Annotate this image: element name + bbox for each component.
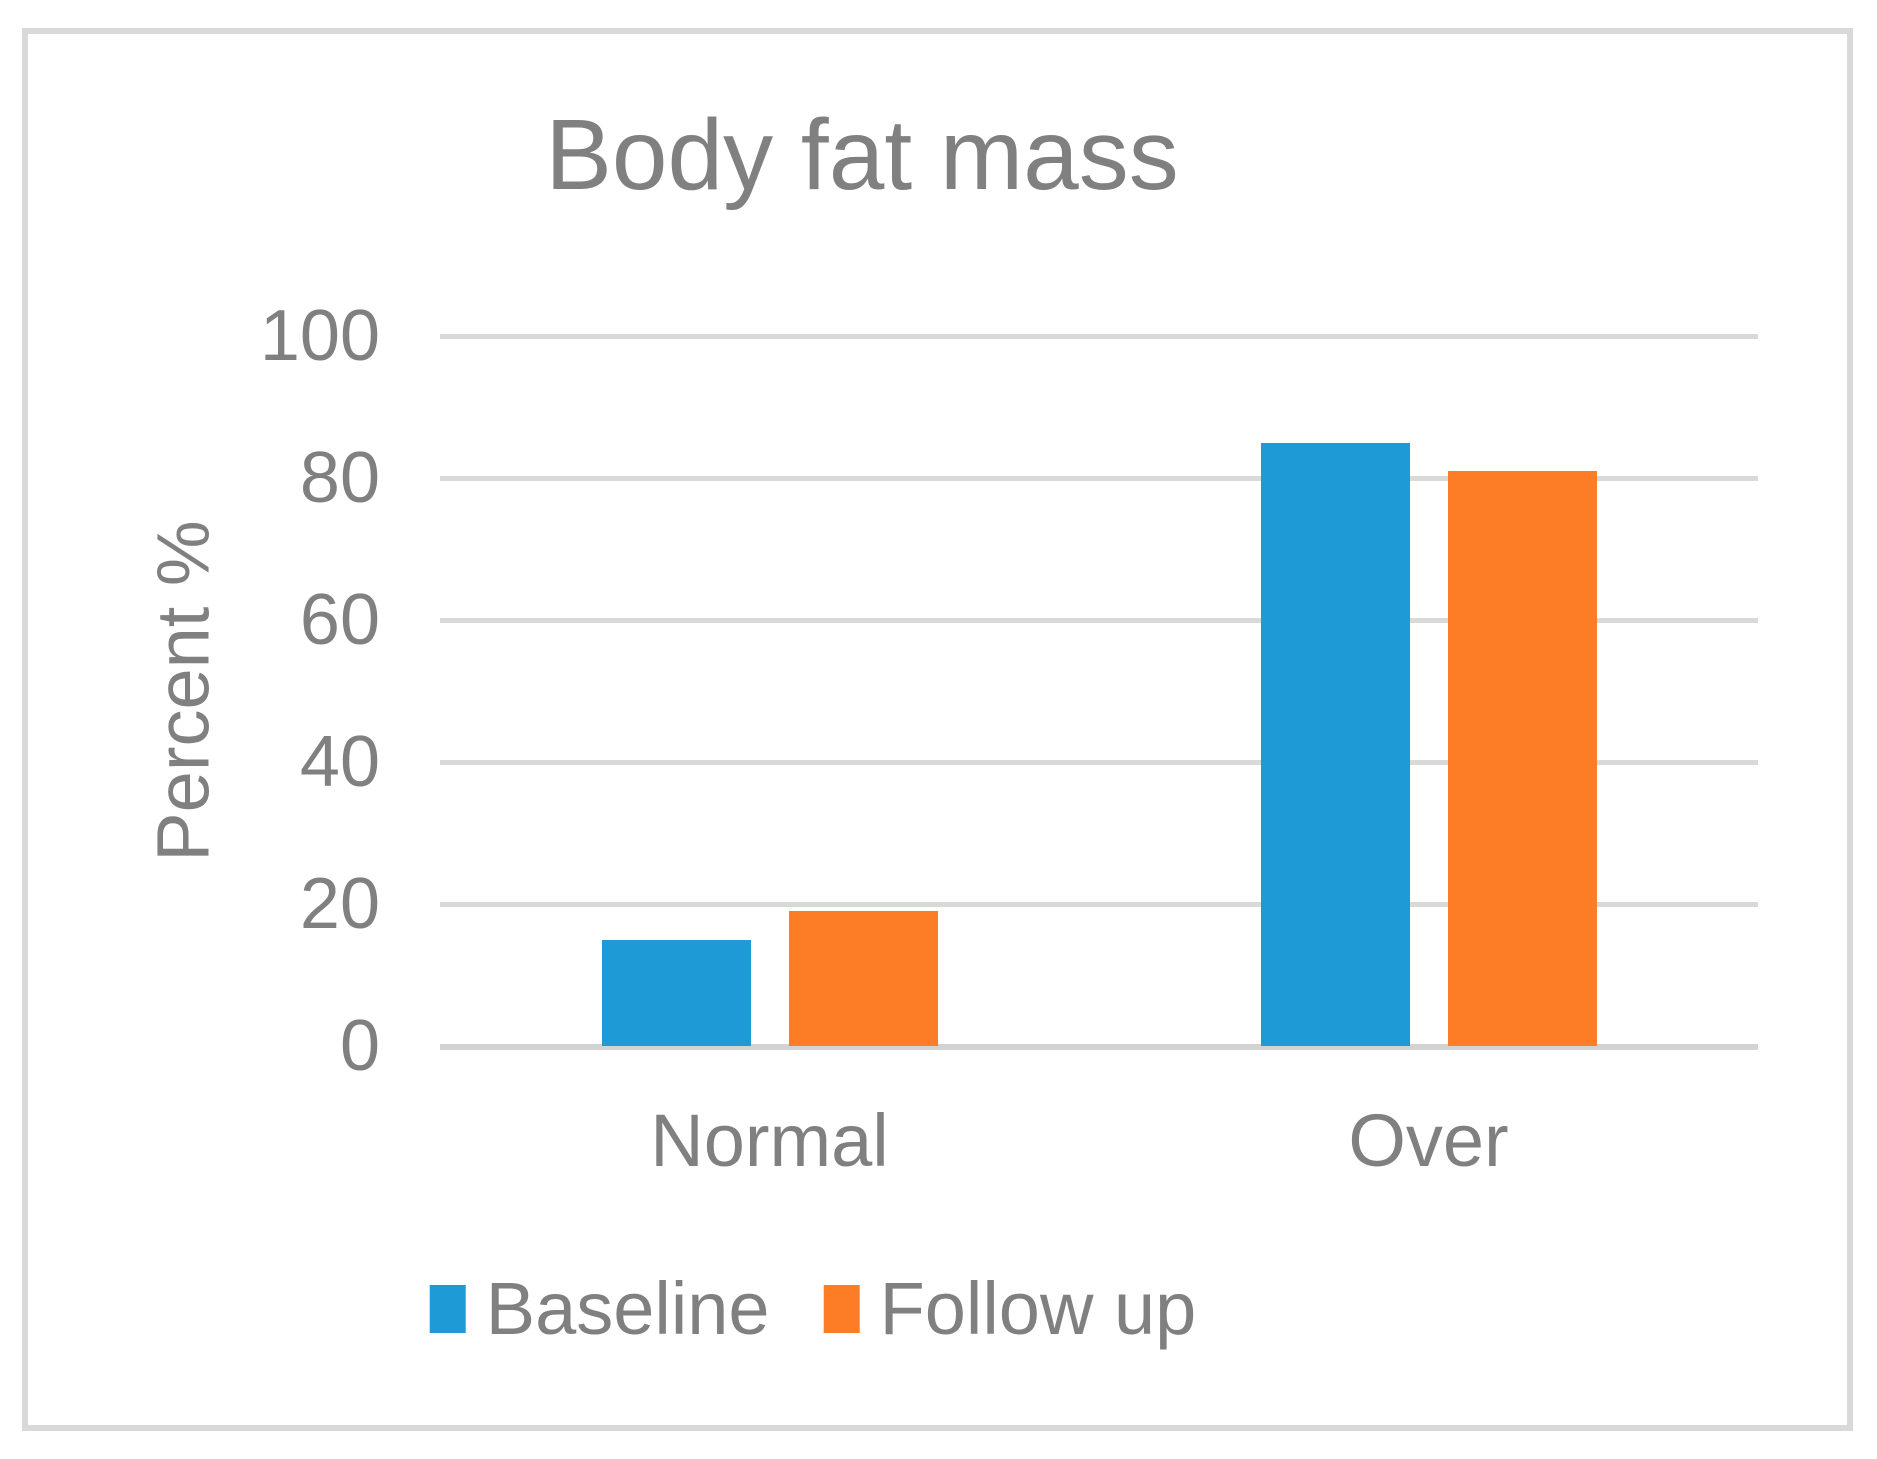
gridline-60	[440, 618, 1758, 623]
legend-swatch-follow-up	[823, 1284, 860, 1333]
legend-item-follow-up: Follow up	[823, 1266, 1197, 1351]
gridline-100	[440, 334, 1758, 339]
bar-follow-up-normal	[788, 911, 938, 1046]
y-tick-label-0: 0	[339, 1006, 380, 1086]
gridline-80	[440, 476, 1758, 481]
bar-baseline-over	[1260, 442, 1410, 1046]
legend-label: Baseline	[485, 1267, 770, 1350]
y-tick-label-100: 100	[259, 296, 380, 376]
legend-item-baseline: Baseline	[429, 1266, 770, 1351]
y-tick-label-60: 60	[299, 580, 380, 660]
gridline-20	[440, 902, 1758, 907]
legend-swatch-baseline	[429, 1284, 466, 1333]
x-category-label-over: Over	[1348, 1099, 1509, 1182]
bar-follow-up-over	[1447, 470, 1597, 1046]
legend-label: Follow up	[879, 1267, 1197, 1350]
gridline-40	[440, 760, 1758, 765]
y-tick-label-20: 20	[299, 864, 380, 944]
y-axis-title: Percent %	[141, 520, 225, 862]
y-tick-label-80: 80	[299, 438, 380, 518]
bar-baseline-normal	[601, 939, 751, 1046]
chart-title: Body fat mass	[545, 99, 1179, 211]
x-axis-line	[440, 1044, 1758, 1050]
y-tick-label-40: 40	[299, 722, 380, 802]
legend: Baseline Follow up	[429, 1266, 1197, 1351]
x-category-label-normal: Normal	[650, 1099, 889, 1182]
